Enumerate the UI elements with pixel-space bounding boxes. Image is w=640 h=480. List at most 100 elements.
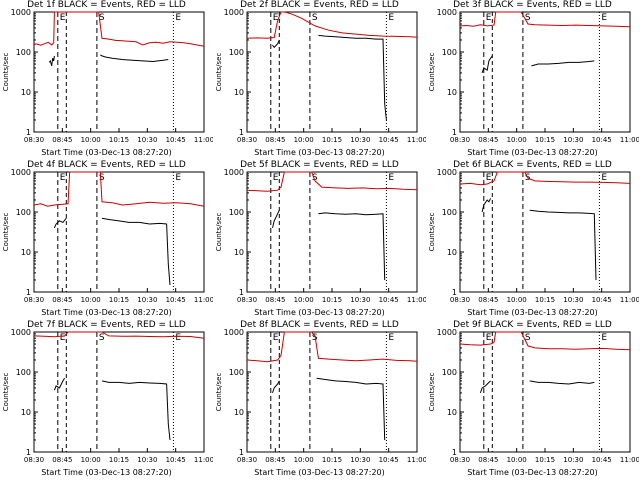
events-series-line — [481, 198, 492, 213]
y-axis-label: Counts/sec — [428, 373, 436, 412]
events-series-line — [316, 377, 386, 441]
chart-plot: 1 10 100 1000 Counts/sec 08:30 08:45 10:00 10:15… — [2, 8, 213, 144]
y-tick-label: 1 — [26, 128, 31, 137]
y-tick-label: 10 — [21, 88, 31, 97]
y-tick-label: 1000 — [11, 168, 31, 177]
chart-plot: 1 10 100 1000 Counts/sec 08:30 08:45 10:00 10:15… — [2, 168, 213, 304]
x-tick-label: 08:30 — [24, 296, 44, 304]
x-axis-label: Start Time (03-Dec-13 08:27:20) — [41, 148, 172, 157]
x-tick-label: 10:30 — [350, 456, 370, 464]
y-tick-label: 100 — [442, 208, 457, 217]
x-tick-label: 08:30 — [450, 456, 470, 464]
chart-title: Det 7f BLACK = Events, RED = LLD — [27, 320, 186, 330]
marker-label: E — [60, 13, 66, 23]
lld-series-line — [459, 331, 631, 351]
x-tick-label: 08:45 — [478, 296, 498, 304]
y-tick-label: 1 — [452, 448, 457, 457]
chart-plot: 1 10 100 1000 Counts/sec 08:30 08:45 10:00 10:15… — [428, 168, 639, 304]
x-tick-label: 08:45 — [265, 136, 285, 144]
y-tick-label: 100 — [442, 368, 457, 377]
x-axis-label: Start Time (03-Dec-13 08:27:20) — [254, 468, 385, 477]
events-series-line — [529, 209, 597, 281]
marker-label: E — [388, 333, 394, 343]
plot-frame — [459, 11, 631, 133]
marker-label: S — [312, 173, 318, 183]
x-axis-label: Start Time (03-Dec-13 08:27:20) — [467, 308, 598, 317]
marker-label: E — [601, 173, 607, 183]
events-series-line — [48, 55, 55, 67]
x-tick-label: 10:15 — [535, 296, 555, 304]
chart-plot: 1 10 100 1000 Counts/sec 08:30 08:45 10:00 10:15… — [215, 168, 426, 304]
x-tick-label: 10:00 — [507, 456, 527, 464]
y-tick-label: 1 — [452, 288, 457, 297]
lld-series-line — [246, 171, 418, 192]
y-tick-label: 1 — [26, 288, 31, 297]
y-tick-label: 1 — [26, 448, 31, 457]
marker-label: E — [486, 173, 492, 183]
y-tick-label: 10 — [21, 408, 31, 417]
marker-label: E — [486, 333, 492, 343]
x-tick-label: 08:45 — [265, 296, 285, 304]
y-tick-label: 1 — [239, 448, 244, 457]
chart-title: Det 8f BLACK = Events, RED = LLD — [240, 320, 399, 330]
y-tick-label: 1000 — [437, 168, 457, 177]
lld-series-line — [33, 331, 205, 339]
y-axis-label: Counts/sec — [2, 53, 10, 92]
y-tick-label: 1000 — [224, 328, 244, 337]
y-tick-label: 1000 — [224, 168, 244, 177]
y-tick-label: 1 — [452, 128, 457, 137]
chart-title: Det 4f BLACK = Events, RED = LLD — [27, 160, 186, 170]
y-tick-label: 100 — [16, 48, 31, 57]
y-tick-label: 100 — [229, 48, 244, 57]
detector-panel: Det 6f BLACK = Events, RED = LLD 1 10 100 10… — [426, 160, 639, 320]
x-tick-label: 10:00 — [81, 296, 101, 304]
y-tick-label: 10 — [21, 248, 31, 257]
detector-panel: Det 7f BLACK = Events, RED = LLD 1 10 100 10… — [0, 320, 213, 480]
x-tick-label: 10:45 — [592, 136, 612, 144]
x-tick-label: 10:15 — [322, 136, 342, 144]
x-tick-label: 08:45 — [478, 456, 498, 464]
x-tick-label: 10:30 — [137, 456, 157, 464]
y-axis-label: Counts/sec — [215, 213, 223, 252]
x-tick-label: 10:45 — [592, 456, 612, 464]
x-tick-label: 10:00 — [507, 296, 527, 304]
x-tick-label: 08:45 — [478, 136, 498, 144]
x-tick-label: 10:30 — [350, 296, 370, 304]
events-series-line — [101, 380, 171, 441]
events-series-line — [272, 39, 280, 49]
marker-label: S — [99, 173, 105, 183]
marker-label: S — [99, 13, 105, 23]
chart-title: Det 1f BLACK = Events, RED = LLD — [27, 0, 186, 10]
marker-label: E — [175, 333, 181, 343]
x-tick-label: 08:45 — [52, 456, 72, 464]
x-tick-label: 11:00 — [620, 456, 639, 464]
x-tick-label: 08:45 — [52, 136, 72, 144]
y-tick-label: 10 — [447, 248, 457, 257]
events-series-line — [529, 380, 595, 385]
y-tick-label: 100 — [442, 48, 457, 57]
detector-panel: Det 5f BLACK = Events, RED = LLD 1 10 100 10… — [213, 160, 426, 320]
x-tick-label: 10:30 — [137, 136, 157, 144]
lld-series-line — [33, 171, 205, 207]
y-tick-label: 1000 — [11, 8, 31, 17]
y-tick-label: 10 — [234, 248, 244, 257]
marker-label: E — [175, 173, 181, 183]
chart-title: Det 2f BLACK = Events, RED = LLD — [240, 0, 399, 10]
events-series-line — [272, 210, 280, 229]
x-tick-label: 10:00 — [294, 136, 314, 144]
x-tick-label: 10:45 — [166, 296, 186, 304]
y-tick-label: 1 — [239, 128, 244, 137]
x-tick-label: 08:30 — [24, 136, 44, 144]
x-tick-label: 11:00 — [407, 456, 426, 464]
x-axis-label: Start Time (03-Dec-13 08:27:20) — [254, 308, 385, 317]
x-tick-label: 08:30 — [237, 296, 257, 304]
marker-label: E — [601, 333, 607, 343]
x-tick-label: 08:30 — [24, 456, 44, 464]
x-tick-label: 10:15 — [535, 456, 555, 464]
events-series-line — [479, 380, 491, 394]
plot-frame — [246, 11, 418, 133]
y-tick-label: 1 — [239, 288, 244, 297]
x-tick-label: 11:00 — [407, 296, 426, 304]
x-tick-label: 10:15 — [322, 296, 342, 304]
x-tick-label: 10:45 — [592, 296, 612, 304]
